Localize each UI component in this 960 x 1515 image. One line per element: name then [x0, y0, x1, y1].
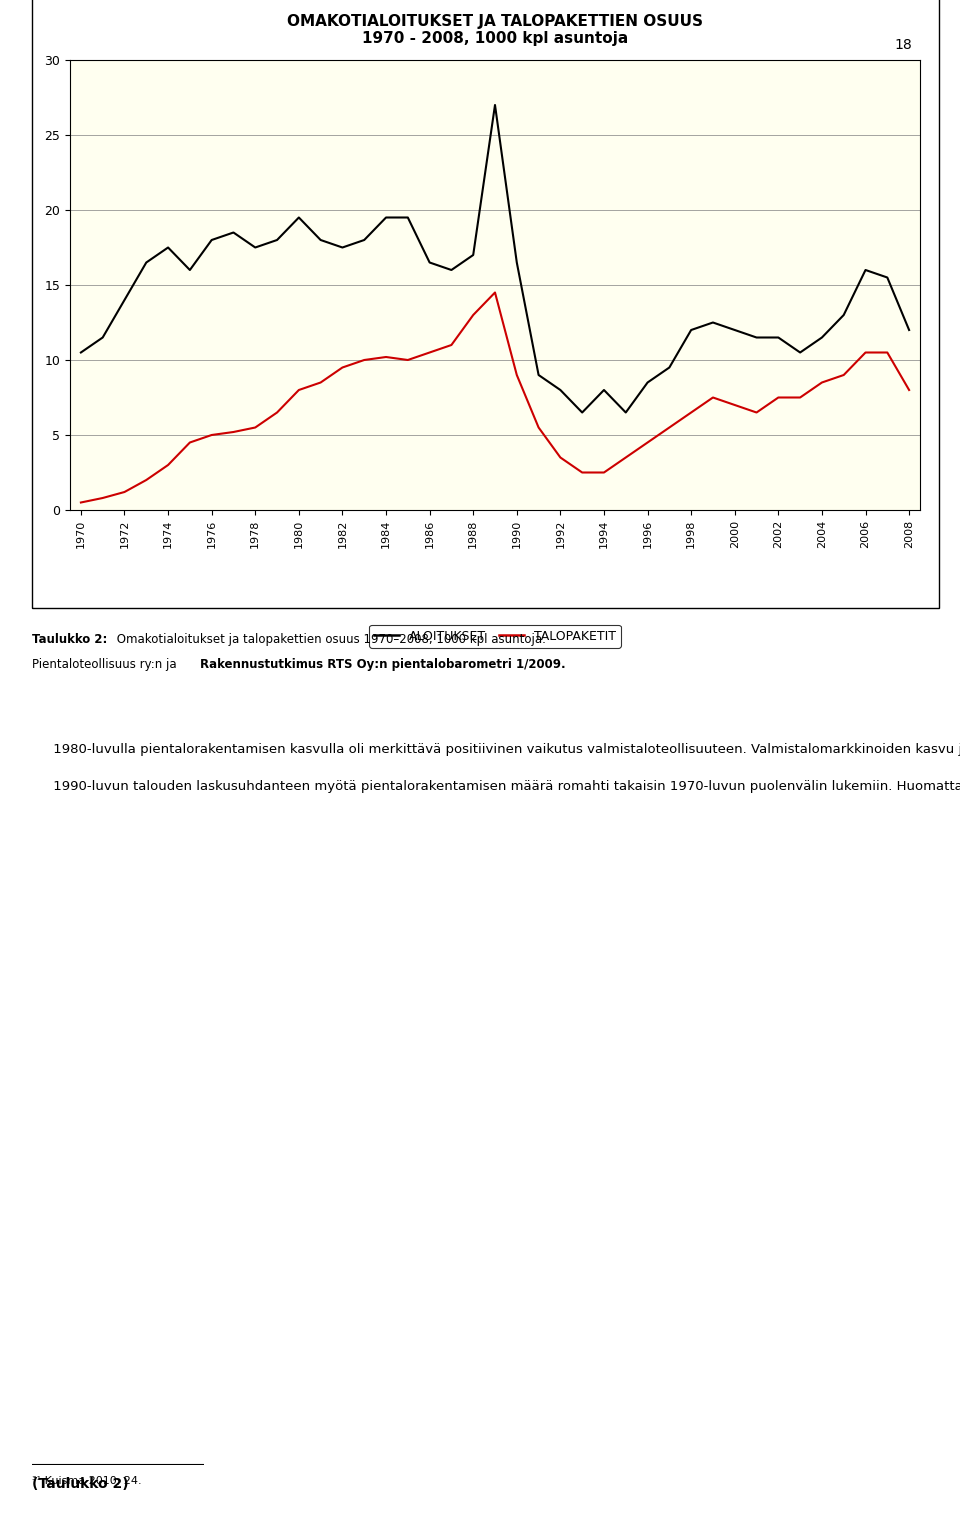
- Text: Pientaloteollisuus ry:n ja: Pientaloteollisuus ry:n ja: [32, 658, 180, 671]
- Legend: ALOITUKSET, TALOPAKETIT: ALOITUKSET, TALOPAKETIT: [370, 624, 621, 648]
- Text: (Taulukko 2): (Taulukko 2): [32, 1477, 129, 1491]
- Text: Taulukko 2:: Taulukko 2:: [32, 633, 107, 647]
- Title: OMAKOTIALOITUKSET JA TALOPAKETTIEN OSUUS
1970 - 2008, 1000 kpl asuntoja: OMAKOTIALOITUKSET JA TALOPAKETTIEN OSUUS…: [287, 14, 703, 47]
- Text: 18: 18: [895, 38, 912, 52]
- Text: Rakennustutkimus RTS Oy:n pientalobarometri 1/2009.: Rakennustutkimus RTS Oy:n pientalobarome…: [200, 658, 565, 671]
- Text: ³¹ Kuisma 2010, 24.: ³¹ Kuisma 2010, 24.: [32, 1476, 141, 1486]
- Text: 1980-luvulla pientalorakentamisen kasvulla oli merkittävä positiivinen vaikutus : 1980-luvulla pientalorakentamisen kasvul…: [32, 742, 960, 792]
- Text: Omakotialoitukset ja talopakettien osuus 1970–2008, 1000 kpl asuntoja.: Omakotialoitukset ja talopakettien osuus…: [113, 633, 546, 647]
